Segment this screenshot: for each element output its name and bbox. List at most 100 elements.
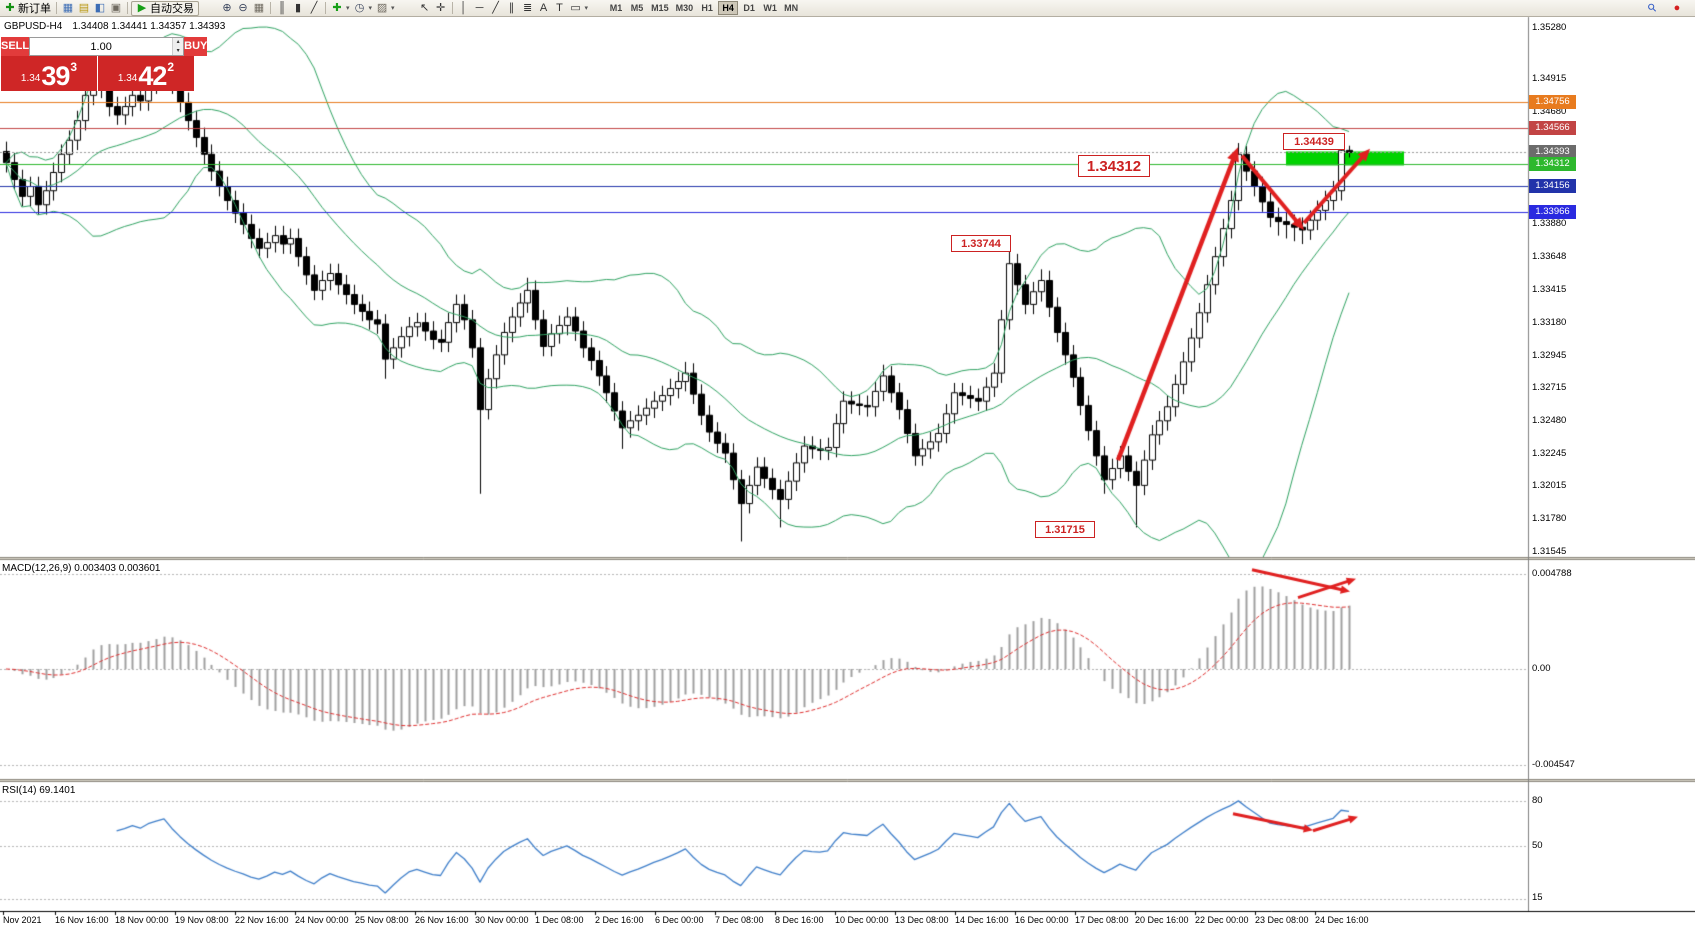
sell-button[interactable]: SELL xyxy=(1,37,30,56)
fibonacci-icon: ≣ xyxy=(522,1,533,14)
volume-up-button[interactable]: ▴ xyxy=(173,38,184,47)
timeframe-H4[interactable]: H4 xyxy=(718,1,739,15)
price-axis-label: 1.33880 xyxy=(1532,218,1567,230)
horizontal-line-icon[interactable]: ─ xyxy=(472,1,488,16)
timeframe-M1[interactable]: M1 xyxy=(609,3,623,13)
market-watch-icon: ◧ xyxy=(94,1,106,14)
timeframe-H1[interactable]: H1 xyxy=(701,3,713,13)
fibonacci-icon[interactable]: ≣ xyxy=(520,1,536,16)
profiles-icon: ▤ xyxy=(78,1,90,14)
price-badge: 1.33966 xyxy=(1529,205,1576,220)
time-axis-label: 2 Dec 16:00 xyxy=(595,915,644,925)
chart-title: GBPUSD-H4 1.34408 1.34441 1.34357 1.3439… xyxy=(4,21,225,32)
time-axis-label: 16 Nov 16:00 xyxy=(55,915,109,925)
equidistant-channel-icon: ∥ xyxy=(508,1,515,14)
status-red-icon[interactable]: ● xyxy=(1673,1,1681,14)
text-label-icon[interactable]: T xyxy=(552,1,568,16)
price-axis-label: 1.34915 xyxy=(1532,73,1567,85)
new-order-icon: ✚ xyxy=(5,1,15,14)
price-axis-label: 1.33180 xyxy=(1532,316,1567,328)
price-axis-label: 1.31780 xyxy=(1532,513,1567,525)
sell-price-sup: 3 xyxy=(70,60,78,74)
main-toolbar: ✚ 新订单 ▦ ▤ ◧ ▣ ▶ 自动交易 ⊕ ⊖ ▦ ║ ▮ ╱ ✚ ▾ ◷ ▾ ▨ ▾ ↖ ✛ │ ─ ╱ ∥ ≣ A T ▭ ▾ M1 M5… xyxy=(0,0,1695,17)
autotrading-label: 自动交易 xyxy=(150,3,194,15)
indicators-icon[interactable]: ✚ ▾ xyxy=(329,1,352,16)
new-order-label: 新订单 xyxy=(18,3,51,15)
macd-axis-label: 0.004788 xyxy=(1532,568,1572,579)
bar-chart-icon[interactable]: ║ xyxy=(274,1,290,16)
time-axis-label: 7 Dec 08:00 xyxy=(715,915,764,925)
dropdown-arrow-icon: ▾ xyxy=(346,5,350,12)
symbol-period-label: GBPUSD-H4 xyxy=(4,21,63,32)
toolbar-sep xyxy=(56,2,57,14)
horizontal-line-icon: ─ xyxy=(475,1,484,14)
time-axis-label: 6 Dec 00:00 xyxy=(655,915,704,925)
buy-button[interactable]: BUY xyxy=(184,37,208,56)
text-icon[interactable]: A xyxy=(536,1,552,16)
price-annotation: 1.34439 xyxy=(1283,133,1345,150)
market-watch-icon[interactable]: ◧ xyxy=(92,1,108,16)
new-order-button[interactable]: ✚ 新订单 xyxy=(2,1,53,16)
buy-price-sup: 2 xyxy=(167,60,175,74)
navigator-icon[interactable]: ▣ xyxy=(108,1,124,16)
toolbar-sep xyxy=(451,2,453,14)
time-axis-label: 10 Dec 00:00 xyxy=(835,915,889,925)
vertical-line-icon[interactable]: │ xyxy=(456,1,472,16)
search-icon[interactable]: ⚲ xyxy=(1645,0,1660,15)
rsi-axis-label: 15 xyxy=(1532,892,1543,903)
cursor-icon[interactable]: ↖ xyxy=(417,1,433,16)
sell-price-prefix: 1.34 xyxy=(20,73,41,84)
price-axis-label: 1.32715 xyxy=(1532,381,1567,393)
time-axis-label: 23 Dec 08:00 xyxy=(1255,915,1309,925)
rsi-indicator-label: RSI(14) 69.1401 xyxy=(2,785,76,796)
arrows-icon: ▭ xyxy=(570,1,581,14)
buy-price-prefix: 1.34 xyxy=(117,73,138,84)
buy-price-big: 42 xyxy=(138,61,167,91)
zoom-in-icon[interactable]: ⊕ xyxy=(219,1,235,16)
macd-axis-label: 0.00 xyxy=(1532,663,1551,674)
tile-windows-icon[interactable]: ▦ xyxy=(251,1,267,16)
equidistant-channel-icon[interactable]: ∥ xyxy=(504,1,520,16)
periods-icon[interactable]: ◷ ▾ xyxy=(352,1,375,16)
zoom-in-icon: ⊕ xyxy=(222,1,232,14)
autotrading-button[interactable]: ▶ 自动交易 xyxy=(131,0,199,16)
zoom-out-icon[interactable]: ⊖ xyxy=(235,1,251,16)
timeframe-M5[interactable]: M5 xyxy=(630,3,644,13)
sell-price[interactable]: 1.34 39 3 xyxy=(1,56,97,91)
rsi-axis-label: 80 xyxy=(1532,795,1543,806)
price-badge: 1.34312 xyxy=(1529,156,1576,171)
templates-icon[interactable]: ▨ ▾ xyxy=(374,1,397,16)
zoom-out-icon: ⊖ xyxy=(238,1,248,14)
price-axis-label: 1.31545 xyxy=(1532,546,1567,557)
trendline-icon[interactable]: ╱ xyxy=(488,1,504,16)
timeframe-MN[interactable]: MN xyxy=(784,3,799,13)
timeframe-D1[interactable]: D1 xyxy=(743,3,755,13)
crosshair-icon[interactable]: ✛ xyxy=(433,1,449,16)
charts-grid-icon[interactable]: ▦ xyxy=(60,1,76,16)
volume-spinner: ▴ ▾ xyxy=(172,38,184,55)
volume-input[interactable] xyxy=(30,38,173,55)
tile-windows-icon: ▦ xyxy=(253,1,265,14)
indicators-icon: ✚ xyxy=(332,1,342,14)
candlestick-icon[interactable]: ▮ xyxy=(290,1,306,16)
dropdown-arrow-icon: ▾ xyxy=(368,5,373,12)
profiles-icon[interactable]: ▤ xyxy=(76,1,92,16)
text-label-icon: T xyxy=(556,1,563,14)
dropdown-arrow-icon: ▾ xyxy=(584,5,589,12)
timeframe-M30[interactable]: M30 xyxy=(675,3,694,13)
timeframe-M15[interactable]: M15 xyxy=(651,3,669,13)
toolbar-sep xyxy=(127,2,128,14)
price-axis-label: 1.32945 xyxy=(1532,349,1567,361)
time-axis-label: 20 Dec 16:00 xyxy=(1135,915,1189,925)
line-chart-icon[interactable]: ╱ xyxy=(306,1,322,16)
rsi-axis-label: 50 xyxy=(1532,840,1543,851)
arrows-icon[interactable]: ▭ ▾ xyxy=(568,1,591,16)
macd-axis-label: -0.004547 xyxy=(1532,759,1575,770)
buy-price[interactable]: 1.34 42 2 xyxy=(98,56,194,91)
timeframe-W1[interactable]: W1 xyxy=(763,3,777,13)
volume-down-button[interactable]: ▾ xyxy=(173,46,184,55)
time-axis-label: Nov 2021 xyxy=(3,915,42,925)
time-axis-label: 22 Dec 00:00 xyxy=(1195,915,1249,925)
ohlc-values: 1.34408 1.34441 1.34357 1.34393 xyxy=(72,21,226,32)
